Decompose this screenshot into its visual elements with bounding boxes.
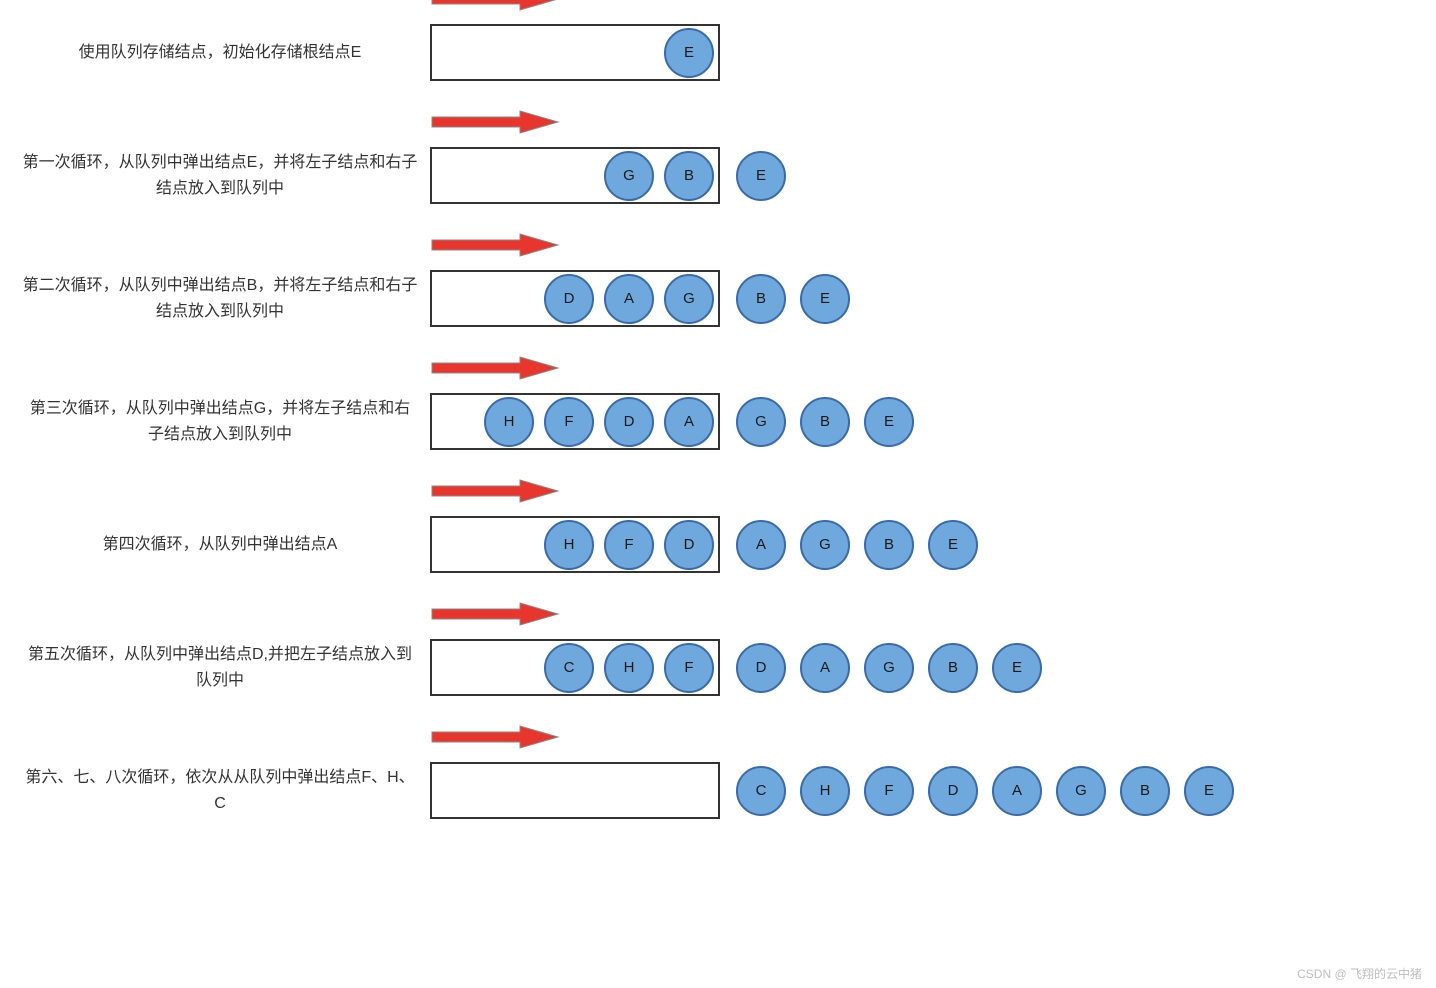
node-d: D <box>664 520 714 570</box>
node-a: A <box>736 520 786 570</box>
node-f: F <box>864 766 914 816</box>
ejected-nodes: GBE <box>736 397 914 447</box>
step-description: 第四次循环，从队列中弹出结点A <box>10 532 430 558</box>
step-row-5: 第五次循环，从队列中弹出结点D,并把左子结点放入到队列中 CHFDAGBE <box>10 630 1426 705</box>
step-visual: HFDAGBE <box>430 384 914 459</box>
queue-box: E <box>430 24 720 81</box>
step-row-6: 第六、七、八次循环，依次从从队列中弹出结点F、H、C CHFDAGBE <box>10 753 1426 828</box>
arrow-icon <box>430 355 560 381</box>
node-g: G <box>664 274 714 324</box>
node-e: E <box>864 397 914 447</box>
node-b: B <box>800 397 850 447</box>
ejected-nodes: DAGBE <box>736 643 1042 693</box>
step-description: 第六、七、八次循环，依次从从队列中弹出结点F、H、C <box>10 765 430 816</box>
queue-box: DAG <box>430 270 720 327</box>
node-e: E <box>1184 766 1234 816</box>
node-h: H <box>604 643 654 693</box>
queue-box: GB <box>430 147 720 204</box>
step-description: 第一次循环，从队列中弹出结点E，并将左子结点和右子结点放入到队列中 <box>10 150 430 201</box>
step-description: 第二次循环，从队列中弹出结点B，并将左子结点和右子结点放入到队列中 <box>10 273 430 324</box>
arrow-icon <box>430 109 560 135</box>
step-description: 使用队列存储结点，初始化存储根结点E <box>10 40 430 66</box>
node-g: G <box>604 151 654 201</box>
step-visual: CHFDAGBE <box>430 753 1234 828</box>
queue-box: HFDA <box>430 393 720 450</box>
node-e: E <box>992 643 1042 693</box>
node-b: B <box>864 520 914 570</box>
node-d: D <box>928 766 978 816</box>
ejected-nodes: CHFDAGBE <box>736 766 1234 816</box>
queue-box <box>430 762 720 819</box>
node-f: F <box>604 520 654 570</box>
node-a: A <box>800 643 850 693</box>
node-e: E <box>736 151 786 201</box>
step-visual: GBE <box>430 138 786 213</box>
node-c: C <box>544 643 594 693</box>
node-h: H <box>800 766 850 816</box>
step-row-0: 使用队列存储结点，初始化存储根结点E E <box>10 15 1426 90</box>
step-description: 第三次循环，从队列中弹出结点G，并将左子结点和右子结点放入到队列中 <box>10 396 430 447</box>
node-h: H <box>484 397 534 447</box>
node-e: E <box>664 28 714 78</box>
node-f: F <box>664 643 714 693</box>
step-visual: CHFDAGBE <box>430 630 1042 705</box>
arrow-icon <box>430 601 560 627</box>
node-c: C <box>736 766 786 816</box>
ejected-nodes: E <box>736 151 786 201</box>
step-visual: HFDAGBE <box>430 507 978 582</box>
node-b: B <box>1120 766 1170 816</box>
ejected-nodes: AGBE <box>736 520 978 570</box>
node-g: G <box>800 520 850 570</box>
arrow-icon <box>430 478 560 504</box>
node-d: D <box>736 643 786 693</box>
node-a: A <box>992 766 1042 816</box>
node-g: G <box>1056 766 1106 816</box>
watermark-text: CSDN @ 飞翔的云中猪 <box>1297 965 1422 982</box>
ejected-nodes: BE <box>736 274 850 324</box>
step-row-4: 第四次循环，从队列中弹出结点A HFDAGBE <box>10 507 1426 582</box>
step-visual: E <box>430 15 736 90</box>
node-e: E <box>800 274 850 324</box>
step-visual: DAGBE <box>430 261 850 336</box>
node-b: B <box>664 151 714 201</box>
node-a: A <box>604 274 654 324</box>
node-h: H <box>544 520 594 570</box>
queue-box: CHF <box>430 639 720 696</box>
node-g: G <box>736 397 786 447</box>
node-b: B <box>736 274 786 324</box>
step-row-2: 第二次循环，从队列中弹出结点B，并将左子结点和右子结点放入到队列中 DAGBE <box>10 261 1426 336</box>
step-row-3: 第三次循环，从队列中弹出结点G，并将左子结点和右子结点放入到队列中 HFDAGB… <box>10 384 1426 459</box>
node-f: F <box>544 397 594 447</box>
step-description: 第五次循环，从队列中弹出结点D,并把左子结点放入到队列中 <box>10 642 430 693</box>
node-d: D <box>544 274 594 324</box>
arrow-icon <box>430 232 560 258</box>
node-g: G <box>864 643 914 693</box>
node-d: D <box>604 397 654 447</box>
arrow-icon <box>430 724 560 750</box>
node-a: A <box>664 397 714 447</box>
node-b: B <box>928 643 978 693</box>
diagram-root: 使用队列存储结点，初始化存储根结点E E 第一次循环，从队列中弹出结点E，并将左子… <box>10 15 1426 828</box>
step-row-1: 第一次循环，从队列中弹出结点E，并将左子结点和右子结点放入到队列中 GBE <box>10 138 1426 213</box>
node-e: E <box>928 520 978 570</box>
queue-box: HFD <box>430 516 720 573</box>
arrow-icon <box>430 0 560 12</box>
